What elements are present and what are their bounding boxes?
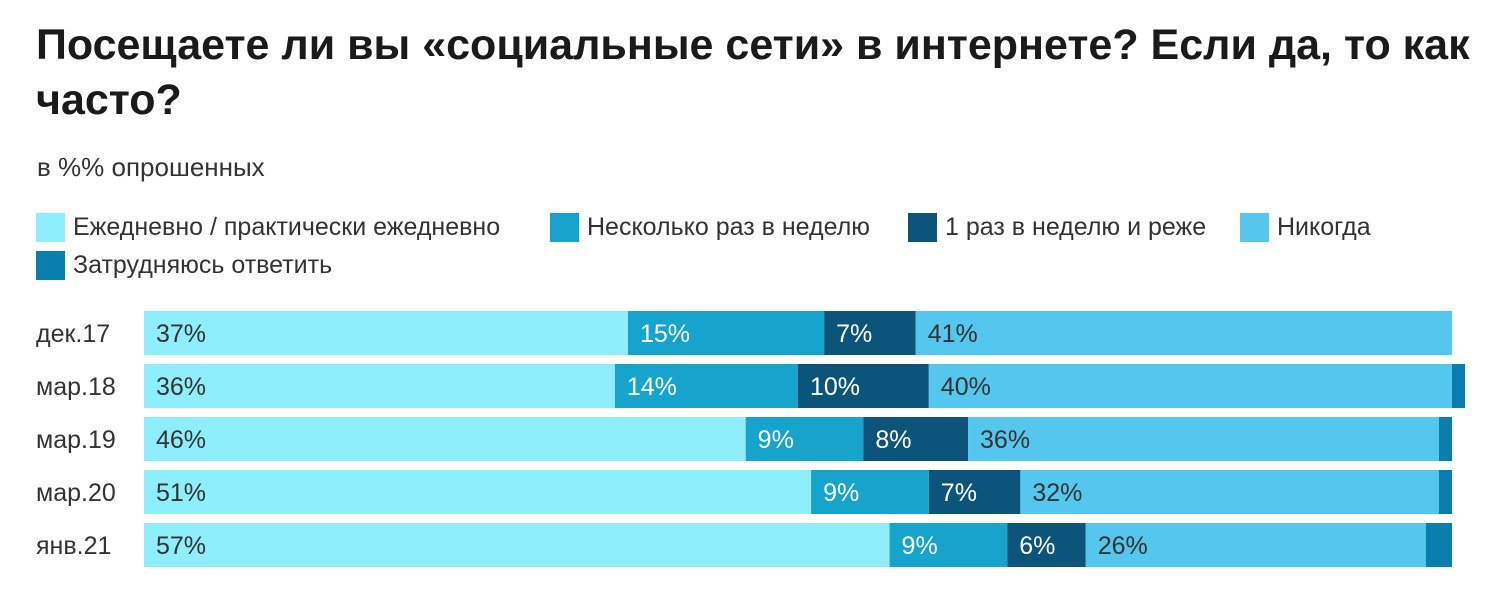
category-label-row-3: мар.19 [36,426,116,454]
bar-hard-to-say-row-2 [1452,364,1466,408]
bar-once-a-week-or-less-row-4 [928,470,1021,514]
data-label-daily-row-5: 57% [156,532,206,560]
legend-swatch-daily [36,212,65,242]
legend-item-hard-to-say: Затрудняюсь ответить [36,250,332,280]
bar-daily-row-5 [144,523,890,567]
bar-never-row-1 [915,311,1452,355]
legend-label-daily: Ежедневно / практически ежедневно [73,212,501,241]
legend-item-several-times-week: Несколько раз в неделю [550,212,870,242]
data-label-once-a-week-or-less-row-5: 6% [1019,532,1055,560]
data-label-once-a-week-or-less-row-3: 8% [875,426,911,454]
legend-item-daily: Ежедневно / практически ежедневно [36,212,500,242]
bar-daily-row-1 [144,311,628,355]
data-label-once-a-week-or-less-row-4: 7% [941,479,977,507]
data-label-several-times-week-row-3: 9% [758,426,794,454]
bar-hard-to-say-row-4 [1438,470,1452,514]
data-label-once-a-week-or-less-row-2: 10% [810,373,860,401]
data-label-daily-row-2: 36% [156,373,206,401]
legend-label-several-times-week: Несколько раз в неделю [587,212,871,241]
bar-never-row-3 [968,417,1439,461]
bar-never-row-2 [928,364,1452,408]
bar-hard-to-say-row-5 [1425,523,1452,567]
bar-never-row-4 [1020,470,1439,514]
bar-several-times-week-row-3 [745,417,864,461]
bar-once-a-week-or-less-row-3 [863,417,969,461]
bar-several-times-week-row-2 [614,364,798,408]
chart-title: Посещаете ли вы «социальные сети» в инте… [36,21,1470,124]
bar-several-times-week-row-4 [811,470,929,514]
bar-never-row-5 [1085,523,1426,567]
legend-swatch-hard-to-say [36,250,65,280]
legend-label-hard-to-say: Затрудняюсь ответить [73,250,333,279]
data-label-never-row-4: 32% [1032,479,1082,507]
bar-once-a-week-or-less-row-2 [798,364,929,408]
bar-once-a-week-or-less-row-1 [824,311,916,355]
data-label-several-times-week-row-2: 14% [627,373,677,401]
bar-daily-row-3 [144,417,746,461]
category-label-row-4: мар.20 [36,479,116,507]
legend-swatch-never [1240,212,1269,242]
category-label-row-2: мар.18 [36,373,116,401]
data-label-never-row-2: 40% [941,373,991,401]
legend-swatch-several-times-week [550,212,579,242]
data-label-daily-row-1: 37% [156,320,206,348]
category-label-row-1: дек.17 [36,320,110,348]
legend-item-never: Никогда [1240,212,1371,242]
data-label-once-a-week-or-less-row-1: 7% [836,320,872,348]
bar-once-a-week-or-less-row-5 [1007,523,1086,567]
data-label-never-row-1: 41% [928,320,978,348]
bar-hard-to-say-row-3 [1438,417,1452,461]
data-label-never-row-3: 36% [980,426,1030,454]
data-label-daily-row-4: 51% [156,479,206,507]
bar-several-times-week-row-5 [889,523,1008,567]
legend-label-never: Никогда [1277,212,1371,241]
data-label-several-times-week-row-1: 15% [640,320,690,348]
data-label-several-times-week-row-4: 9% [823,479,859,507]
data-label-daily-row-3: 46% [156,426,206,454]
bar-daily-row-2 [144,364,615,408]
legend-swatch-once-a-week-or-less [908,212,937,242]
legend-label-once-a-week-or-less: 1 раз в неделю и реже [945,212,1207,241]
category-label-row-5: янв.21 [36,532,111,560]
data-label-never-row-5: 26% [1098,532,1148,560]
chart-subtitle: в %% опрошенных [37,152,265,182]
bar-daily-row-4 [144,470,812,514]
bar-several-times-week-row-1 [627,311,825,355]
legend-item-once-a-week-or-less: 1 раз в неделю и реже [908,212,1206,242]
data-label-several-times-week-row-5: 9% [902,532,938,560]
